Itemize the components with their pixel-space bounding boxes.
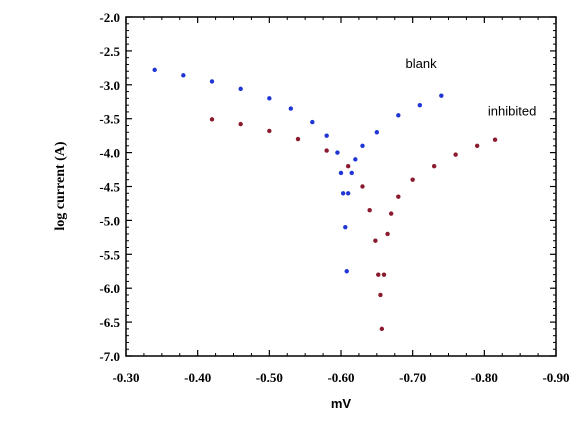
data-point-inhibited	[396, 194, 401, 199]
x-tick-label: -0.50	[256, 370, 283, 385]
plot-frame	[125, 16, 557, 357]
data-point-blank	[353, 157, 358, 162]
data-point-inhibited	[410, 177, 415, 182]
data-point-inhibited	[474, 143, 480, 149]
y-tick-label: -5.0	[99, 213, 120, 228]
data-point-inhibited	[453, 152, 458, 157]
x-tick-label: -0.30	[112, 370, 139, 385]
y-tick-label: -4.0	[99, 146, 120, 161]
data-point-blank	[310, 119, 315, 125]
data-point-blank	[338, 170, 344, 176]
data-point-blank	[335, 150, 340, 155]
x-axis-label: mV	[331, 396, 352, 411]
data-point-inhibited	[295, 136, 301, 142]
x-tick-label: -0.90	[542, 370, 569, 385]
y-tick-label: -2.0	[99, 10, 120, 25]
series-annotation: inhibited	[488, 103, 536, 118]
x-tick-label: -0.80	[471, 370, 498, 385]
data-point-blank	[345, 191, 351, 196]
series-blank	[152, 67, 444, 274]
data-point-blank	[238, 86, 243, 92]
annotation-layer: blank inhibited	[406, 56, 537, 118]
x-tick-label: -0.70	[399, 370, 426, 385]
data-point-inhibited	[385, 231, 390, 237]
data-point-blank	[152, 67, 157, 73]
data-point-blank	[349, 170, 354, 176]
data-point-blank	[181, 73, 186, 78]
y-tick-label: -6.0	[99, 281, 120, 296]
data-point-blank	[288, 106, 294, 111]
data-point-inhibited	[379, 326, 385, 332]
y-tick-label: -3.0	[99, 78, 120, 93]
data-point-inhibited	[238, 121, 243, 127]
y-tick-label: -3.5	[99, 112, 120, 127]
data-point-inhibited	[378, 292, 383, 298]
x-tick-label: -0.60	[327, 370, 354, 385]
data-point-blank	[209, 79, 215, 84]
data-point-blank	[343, 224, 348, 230]
axis-ticks: -0.30 -0.40 -0.50 -0.60 -0.70 -0.80 -0.90 -2.0 -…	[99, 10, 569, 385]
data-point-blank	[374, 130, 380, 135]
data-point-blank	[417, 102, 423, 108]
data-point-blank	[360, 143, 365, 149]
data-point-blank	[267, 96, 272, 101]
data-point-blank	[439, 93, 444, 98]
data-point-inhibited	[381, 272, 387, 277]
y-axis-label: log current (A)	[53, 141, 68, 230]
data-point-blank	[340, 191, 346, 196]
data-point-inhibited	[388, 211, 394, 216]
data-point-inhibited	[267, 128, 272, 134]
y-tick-label: -6.5	[99, 315, 120, 330]
series-layer	[152, 67, 498, 332]
data-point-blank	[324, 133, 329, 138]
series-annotation: blank	[406, 56, 438, 71]
data-point-inhibited	[376, 272, 381, 277]
data-point-inhibited	[209, 117, 215, 122]
data-point-inhibited	[431, 163, 437, 169]
y-tick-label: -5.5	[99, 247, 120, 262]
data-point-inhibited	[373, 238, 378, 243]
y-tick-label: -2.5	[99, 44, 120, 59]
data-point-inhibited	[492, 137, 498, 142]
x-tick-label: -0.40	[184, 370, 211, 385]
data-point-blank	[396, 113, 401, 118]
data-point-inhibited	[345, 163, 351, 169]
y-tick-label: -7.0	[99, 349, 120, 364]
series-inhibited	[209, 117, 498, 332]
y-tick-label: -4.5	[99, 180, 120, 195]
data-point-blank	[344, 269, 349, 274]
data-point-inhibited	[324, 148, 329, 153]
data-point-inhibited	[360, 184, 365, 189]
data-point-inhibited	[367, 208, 372, 213]
